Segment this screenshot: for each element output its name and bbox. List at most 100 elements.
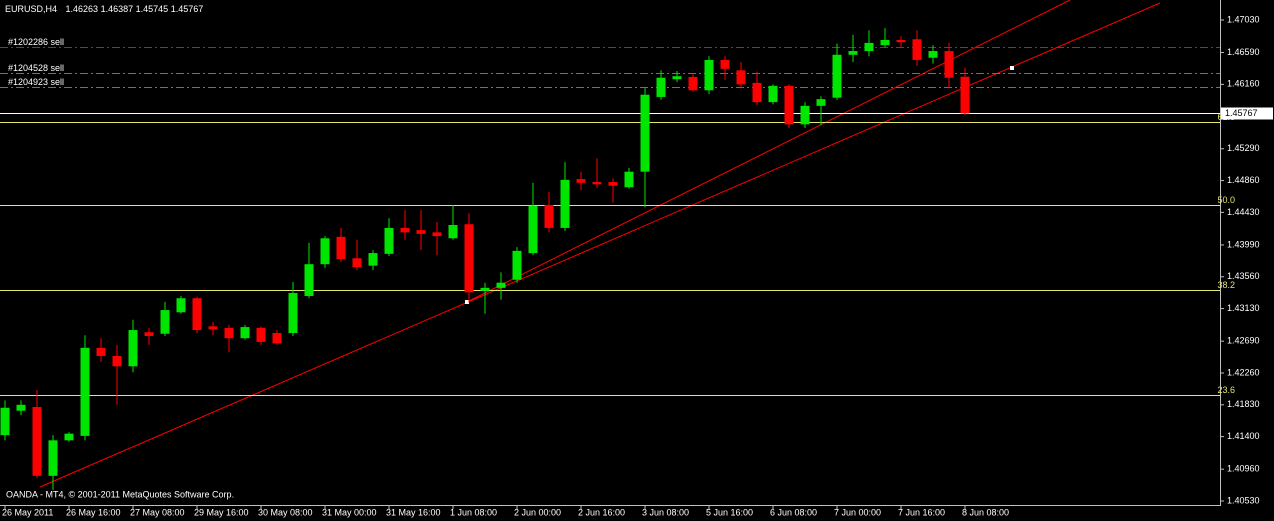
x-tick-label: 3 Jun 08:00 bbox=[642, 507, 689, 517]
candle-body bbox=[816, 99, 826, 106]
candle-body bbox=[592, 182, 602, 185]
x-tick-label: 26 May 16:00 bbox=[66, 507, 121, 517]
candle-body bbox=[336, 236, 346, 260]
candle-body bbox=[384, 227, 394, 254]
candle-body bbox=[496, 282, 506, 288]
x-tick-label: 31 May 00:00 bbox=[322, 507, 377, 517]
candle-body bbox=[944, 51, 954, 78]
candle-body bbox=[112, 355, 122, 367]
y-tick-label: 1.40530 bbox=[1227, 495, 1260, 505]
candle-body bbox=[432, 232, 442, 237]
price-box bbox=[1221, 107, 1273, 120]
order-label: #1202286 sell bbox=[8, 37, 64, 47]
candle-body bbox=[480, 287, 490, 291]
y-tick-label: 1.43560 bbox=[1227, 271, 1260, 281]
candle-body bbox=[96, 347, 106, 356]
candle-body bbox=[128, 330, 138, 367]
candle-body bbox=[896, 39, 906, 43]
x-tick-label: 8 Jun 08:00 bbox=[962, 507, 1009, 517]
footer: OANDA - MT4, © 2001-2011 MetaQuotes Soft… bbox=[6, 489, 234, 499]
chart-title: EURUSD,H4 1.46263 1.46387 1.45745 1.4576… bbox=[5, 4, 203, 14]
candle-body bbox=[64, 433, 74, 441]
candle-body bbox=[400, 227, 410, 233]
trend-anchor bbox=[1010, 66, 1014, 70]
y-tick-label: 1.44860 bbox=[1227, 175, 1260, 185]
candle-body bbox=[16, 404, 26, 411]
candle-body bbox=[880, 39, 890, 46]
y-tick-label: 1.47030 bbox=[1227, 14, 1260, 24]
x-tick-label: 5 Jun 16:00 bbox=[706, 507, 753, 517]
candle-body bbox=[48, 440, 58, 476]
x-tick-label: 1 Jun 08:00 bbox=[450, 507, 497, 517]
y-tick-label: 1.40960 bbox=[1227, 464, 1260, 474]
trend-anchor bbox=[465, 300, 469, 304]
candle-body bbox=[304, 264, 314, 297]
symbol: EURUSD,H4 bbox=[5, 4, 57, 14]
x-tick-label: 7 Jun 16:00 bbox=[898, 507, 945, 517]
y-tick-label: 1.41400 bbox=[1227, 431, 1260, 441]
y-tick-label: 1.44430 bbox=[1227, 207, 1260, 217]
candle-body bbox=[912, 39, 922, 60]
candle-body bbox=[864, 42, 874, 52]
y-tick-label: 1.46590 bbox=[1227, 47, 1260, 57]
candle-body bbox=[224, 327, 234, 339]
candle-body bbox=[256, 327, 266, 342]
last-low: 1.45745 bbox=[136, 4, 169, 14]
y-tick-label: 1.41830 bbox=[1227, 399, 1260, 409]
candle-body bbox=[656, 77, 666, 97]
candle-body bbox=[368, 253, 378, 266]
candle-body bbox=[560, 179, 570, 228]
candle-body bbox=[272, 333, 282, 344]
candle-body bbox=[848, 51, 858, 55]
y-tick-label: 1.46160 bbox=[1227, 79, 1260, 89]
last-high: 1.46387 bbox=[101, 4, 134, 14]
last-close: 1.45767 bbox=[171, 4, 204, 14]
x-tick-label: 6 Jun 08:00 bbox=[770, 507, 817, 517]
order-label: #1204528 sell bbox=[8, 63, 64, 73]
candle-body bbox=[144, 332, 154, 336]
price-label: 1.45767 bbox=[1225, 108, 1258, 118]
y-tick-label: 1.43990 bbox=[1227, 239, 1260, 249]
candle-body bbox=[928, 51, 938, 58]
candle-body bbox=[544, 204, 554, 228]
candle-body bbox=[960, 76, 970, 114]
x-tick-label: 26 May 2011 bbox=[2, 507, 53, 517]
candle-body bbox=[176, 298, 186, 313]
candle-body bbox=[0, 407, 10, 436]
candle-body bbox=[624, 171, 634, 188]
x-tick-label: 2 Jun 00:00 bbox=[514, 507, 561, 517]
x-tick-label: 30 May 08:00 bbox=[258, 507, 313, 517]
x-tick-label: 29 May 16:00 bbox=[194, 507, 249, 517]
y-tick-label: 1.45290 bbox=[1227, 143, 1260, 153]
candle-body bbox=[160, 310, 170, 334]
candle-body bbox=[448, 224, 458, 239]
candle-body bbox=[192, 298, 202, 331]
candle-body bbox=[416, 230, 426, 234]
x-tick-label: 7 Jun 00:00 bbox=[834, 507, 881, 517]
candle-body bbox=[80, 347, 90, 436]
candle-body bbox=[720, 59, 730, 69]
candle-body bbox=[704, 59, 714, 91]
x-tick-label: 2 Jun 16:00 bbox=[578, 507, 625, 517]
candle-body bbox=[528, 205, 538, 254]
fib-label: 38.2 bbox=[1217, 280, 1235, 290]
order-label: #1204923 sell bbox=[8, 77, 64, 87]
candle-body bbox=[672, 76, 682, 80]
candle-body bbox=[464, 224, 474, 293]
trend-line bbox=[466, 0, 1071, 303]
y-tick-label: 1.42690 bbox=[1227, 336, 1260, 346]
candle-body bbox=[736, 70, 746, 85]
y-tick-label: 1.43130 bbox=[1227, 303, 1260, 313]
trend-line bbox=[39, 2, 1161, 488]
candle-body bbox=[800, 105, 810, 125]
last-open: 1.46263 bbox=[66, 4, 99, 14]
candle-body bbox=[352, 258, 362, 268]
x-tick-label: 31 May 16:00 bbox=[386, 507, 441, 517]
candle-body bbox=[512, 250, 522, 280]
candle-body bbox=[240, 327, 250, 339]
candle-body bbox=[208, 326, 218, 330]
fib-label: 50.0 bbox=[1217, 195, 1235, 205]
candle-body bbox=[752, 82, 762, 103]
